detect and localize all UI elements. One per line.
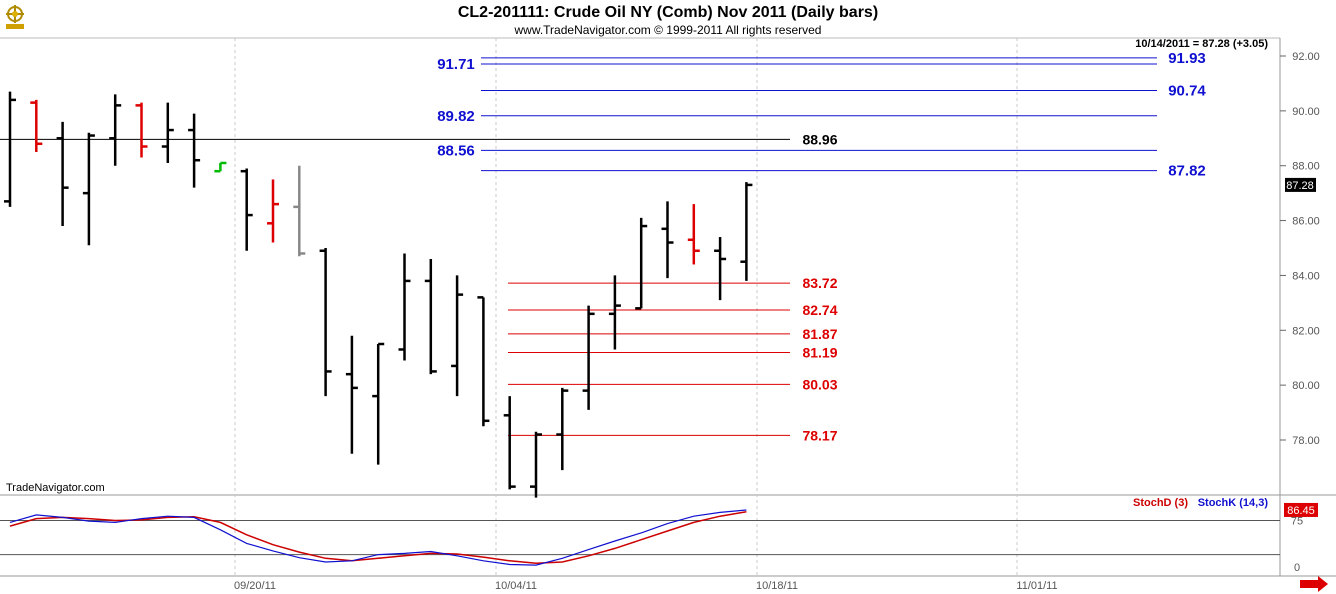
fib-level-label-red: 83.72 <box>802 275 837 291</box>
price-panel[interactable] <box>0 37 1336 577</box>
fib-level-label-blue: 89.82 <box>437 108 475 125</box>
price-tick-label: 90.00 <box>1292 106 1320 118</box>
fib-level-label-blue: 91.71 <box>437 56 475 73</box>
fib-level-label-red: 81.19 <box>802 345 837 361</box>
ohlc-bars <box>4 91 753 498</box>
fib-level-label-red: 78.17 <box>802 427 837 443</box>
fib-level-label-red: 81.87 <box>802 326 837 342</box>
fib-level-label-blue: 90.74 <box>1168 83 1206 100</box>
resistance-label: 88.96 <box>802 131 837 147</box>
stoch-tick-75: 75 <box>1291 516 1303 528</box>
price-tick-label: 82.00 <box>1292 325 1320 337</box>
fibonacci-levels: 91.93 91.71 90.74 89.82 88.56 87.82 88.96 83.72… <box>0 50 1206 443</box>
fib-level-label-blue: 88.56 <box>437 142 475 159</box>
date-tick-label: 09/20/11 <box>234 580 276 592</box>
last-quote-text: 10/14/2011 = 87.28 (+3.05) <box>1135 38 1268 50</box>
stochk-legend: StochK (14,3) <box>1198 497 1269 509</box>
last-price-box: 87.28 <box>1285 177 1316 192</box>
price-axis: 78.00 80.00 82.00 84.00 86.00 88.00 90.00 92.00 <box>1280 51 1320 447</box>
stochastic-panel: 75 0 86.45 <box>0 502 1318 574</box>
stoch-tick-0: 0 <box>1294 562 1300 574</box>
scroll-right-arrow-icon[interactable] <box>1300 576 1328 592</box>
date-tick-label: 10/04/11 <box>495 580 537 592</box>
fib-level-label-blue: 91.93 <box>1168 50 1206 67</box>
price-tick-label: 84.00 <box>1292 270 1320 282</box>
fib-level-label-red: 80.03 <box>802 376 837 392</box>
chart-title: CL2-201111: Crude Oil NY (Comb) Nov 2011… <box>458 4 878 21</box>
fib-level-label-red: 82.74 <box>802 302 837 318</box>
date-axis: 09/20/11 10/04/11 10/18/11 11/01/11 <box>234 580 1058 592</box>
date-tick-label: 11/01/11 <box>1016 580 1057 592</box>
date-tick-label: 10/18/11 <box>756 580 798 592</box>
copyright-text: www.TradeNavigator.com © 1999-2011 All r… <box>514 23 822 37</box>
stochd-legend: StochD (3) <box>1133 497 1188 509</box>
price-tick-label: 80.00 <box>1292 380 1320 392</box>
price-tick-label: 92.00 <box>1292 51 1320 63</box>
fib-level-label-blue: 87.82 <box>1168 163 1206 180</box>
stochk-line <box>9 509 747 566</box>
last-price-label: 87.28 <box>1286 180 1314 192</box>
watermark-text: TradeNavigator.com <box>6 482 105 494</box>
price-tick-label: 86.00 <box>1292 216 1320 228</box>
price-tick-label: 78.00 <box>1292 435 1320 447</box>
trade-navigator-logo-icon[interactable] <box>2 2 28 32</box>
stoch-last-box <box>1284 502 1318 517</box>
price-tick-label: 88.00 <box>1292 161 1320 173</box>
stoch-last-label: 86.45 <box>1287 505 1315 517</box>
